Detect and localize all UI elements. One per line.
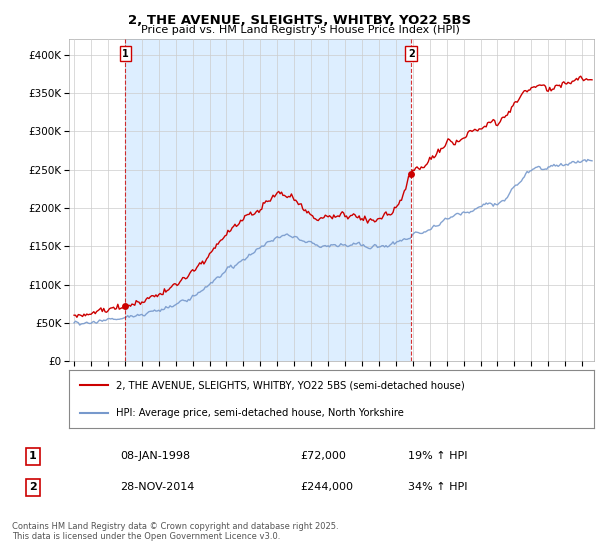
Text: Price paid vs. HM Land Registry's House Price Index (HPI): Price paid vs. HM Land Registry's House … [140,25,460,35]
Text: 34% ↑ HPI: 34% ↑ HPI [408,482,467,492]
Text: 19% ↑ HPI: 19% ↑ HPI [408,451,467,461]
Text: £72,000: £72,000 [300,451,346,461]
Text: 1: 1 [29,451,37,461]
Text: HPI: Average price, semi-detached house, North Yorkshire: HPI: Average price, semi-detached house,… [116,408,404,418]
Text: 1: 1 [122,49,129,59]
Text: 2: 2 [29,482,37,492]
Text: 2, THE AVENUE, SLEIGHTS, WHITBY, YO22 5BS (semi-detached house): 2, THE AVENUE, SLEIGHTS, WHITBY, YO22 5B… [116,380,465,390]
Text: 28-NOV-2014: 28-NOV-2014 [120,482,194,492]
Text: £244,000: £244,000 [300,482,353,492]
Bar [125,39,411,361]
Text: 08-JAN-1998: 08-JAN-1998 [120,451,190,461]
Text: Contains HM Land Registry data © Crown copyright and database right 2025.
This d: Contains HM Land Registry data © Crown c… [12,522,338,542]
Text: 2, THE AVENUE, SLEIGHTS, WHITBY, YO22 5BS: 2, THE AVENUE, SLEIGHTS, WHITBY, YO22 5B… [128,13,472,27]
Text: 2: 2 [408,49,415,59]
